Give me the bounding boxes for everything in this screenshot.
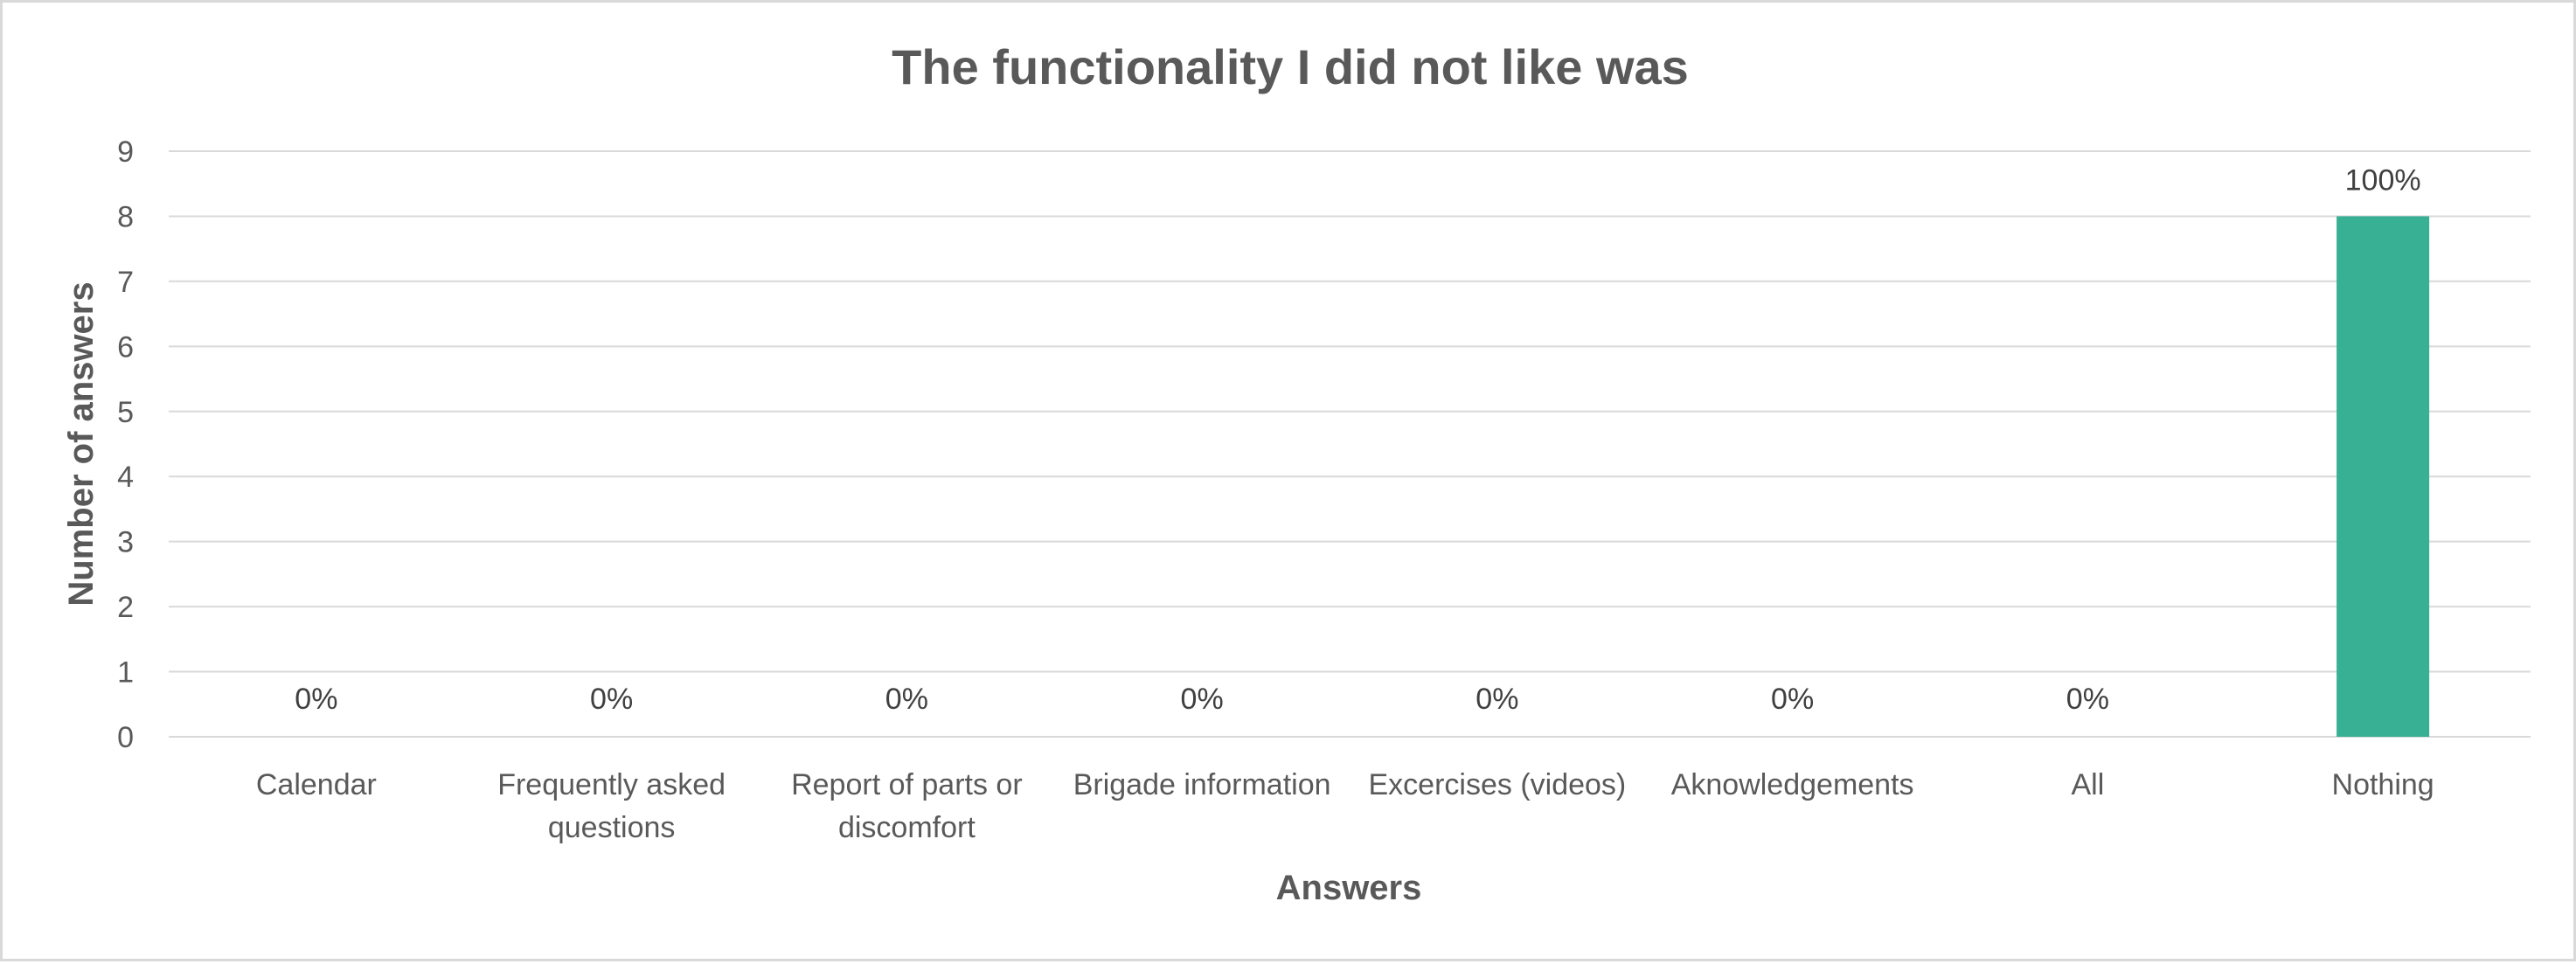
x-category-line: All [2071, 768, 2104, 801]
data-label: 100% [2345, 163, 2421, 197]
bar-chart: The functionality I did not like was 0 1 2… [62, 39, 2531, 907]
x-category-line: Aknowledgements [1671, 768, 1914, 801]
data-label: 0% [590, 683, 633, 716]
x-category-line: questions [548, 811, 676, 844]
x-category-label: Frequently asked questions [497, 768, 726, 844]
data-labels: 0% 0% 0% 0% 0% 0% 0% 100% [295, 163, 2420, 716]
y-tick-label: 0 [117, 721, 134, 754]
bars [2336, 216, 2430, 737]
x-category-line: Report of parts or [791, 768, 1023, 801]
data-label: 0% [1181, 683, 1224, 716]
y-axis-title: Number of answers [62, 281, 101, 606]
x-category-label: Brigade information [1073, 768, 1331, 801]
gridlines [169, 150, 2531, 738]
data-label: 0% [1771, 683, 1814, 716]
y-tick-label: 2 [117, 591, 134, 624]
y-tick-label: 3 [117, 526, 134, 559]
x-category-line: Brigade information [1073, 768, 1331, 801]
y-tick-label: 7 [117, 266, 134, 299]
x-category-label: Report of parts or discomfort [791, 768, 1023, 844]
data-label: 0% [1475, 683, 1518, 716]
x-category-label: Nothing [2332, 768, 2434, 801]
y-tick-label: 4 [117, 461, 134, 494]
x-category-label: Aknowledgements [1671, 768, 1914, 801]
data-label: 0% [2066, 683, 2109, 716]
x-axis-title: Answers [1276, 869, 1422, 907]
x-category-label: Calendar [256, 768, 377, 801]
x-category-line: Calendar [256, 768, 377, 801]
x-category-label: All [2071, 768, 2104, 801]
y-tick-label: 1 [117, 656, 134, 690]
x-category-line: Excercises (videos) [1369, 768, 1627, 801]
x-category-label: Excercises (videos) [1369, 768, 1627, 801]
bar [2336, 216, 2430, 737]
x-category-line: Nothing [2332, 768, 2434, 801]
x-category-line: discomfort [838, 811, 976, 844]
x-category-line: Frequently asked [497, 768, 726, 801]
data-label: 0% [885, 683, 928, 716]
data-label: 0% [295, 683, 337, 716]
x-axis-categories: Calendar Frequently asked questions Report … [256, 768, 2434, 844]
y-tick-label: 5 [117, 396, 134, 429]
chart-title: The functionality I did not like was [892, 39, 1689, 94]
y-tick-label: 9 [117, 135, 134, 169]
y-tick-label: 8 [117, 200, 134, 233]
y-axis-ticks: 0 1 2 3 4 5 6 7 8 9 [117, 135, 134, 754]
y-tick-label: 6 [117, 330, 134, 364]
